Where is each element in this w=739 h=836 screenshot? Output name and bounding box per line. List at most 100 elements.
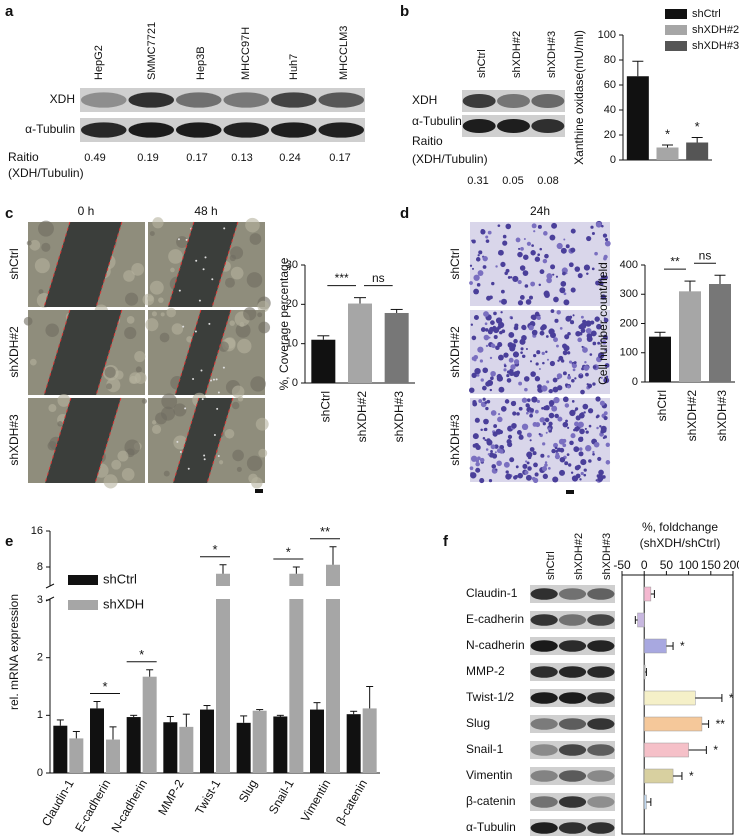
bar [53,725,68,773]
ratio-value: 0.05 [502,175,523,187]
cell-texture [161,393,178,410]
bar [216,573,230,773]
cell-texture [171,323,184,335]
stained-cell [579,373,583,376]
stained-cell [588,459,592,463]
stained-cell [547,455,550,458]
stained-cell [471,239,476,244]
stained-cell [536,315,541,321]
stained-cell [528,295,533,300]
stained-cell [507,434,513,440]
cell-texture [124,439,141,456]
stained-cell [477,346,484,353]
stained-cell [489,295,493,300]
row-label: shXDH#2 [7,326,21,378]
stained-cell [478,447,481,450]
stained-cell [553,296,559,303]
cell-texture [141,398,148,404]
stained-cell [506,378,512,383]
stained-cell [530,250,536,256]
stained-cell [482,436,486,440]
cell-texture [210,379,213,382]
cell-texture [230,266,244,280]
x-tick-label: shXDH#3 [715,390,729,442]
stained-cell [523,238,526,241]
bar [179,726,194,773]
bar [310,709,324,773]
stained-cell [512,351,520,358]
stained-cell [529,413,533,418]
row-label: MMP-2 [466,664,505,678]
blot-band [128,122,175,138]
stained-cell [575,330,581,337]
lane-label: shCtrl [545,551,557,580]
stained-cell [541,466,548,472]
stained-cell [570,287,576,293]
cell-texture [170,267,175,273]
stained-cell [586,333,593,339]
stained-cell [594,251,598,256]
stained-cell [595,280,601,286]
stained-cell [473,288,480,295]
blot-band [587,588,615,600]
stained-cell [493,311,497,316]
x-tick-label: 200 [723,558,739,572]
legend-label: shCtrl [692,8,721,20]
x-tick-label: E-cadherin [72,777,113,834]
stained-cell [546,358,549,361]
blot-band [530,822,558,834]
y-tick-label: 40 [604,104,616,116]
bar [686,142,709,160]
stained-cell [489,356,493,360]
stained-cell [520,351,523,354]
bar [273,716,288,773]
stained-cell [543,290,550,297]
stained-cell [506,439,512,445]
cell-texture [163,470,170,477]
stained-cell [580,412,584,416]
stained-cell [534,409,539,414]
x-tick-label: -50 [613,558,631,572]
blot-band [587,614,615,626]
stained-cell [604,240,611,247]
stained-cell [542,361,545,365]
stained-cell [480,327,486,332]
stained-cell [499,449,504,454]
cell-texture [194,330,197,333]
stained-cell [582,319,587,324]
stained-cell [469,466,474,471]
stained-cell [590,330,597,337]
bar [126,717,141,773]
stained-cell [571,378,575,383]
cell-texture [192,378,195,381]
blot-background [80,88,365,112]
lane-label: shXDH#3 [601,533,613,580]
stained-cell [477,270,484,276]
stained-cell [526,432,532,438]
cell-texture [151,311,157,317]
stained-cell [482,367,489,374]
y-tick-label: 2 [37,652,43,664]
cell-texture [134,351,146,363]
stained-cell [541,324,547,330]
stained-cell [537,253,541,257]
stained-cell [573,428,576,432]
stained-cell [519,265,526,271]
stained-cell [502,234,507,239]
stained-cell [563,292,567,296]
stained-cell [586,272,589,276]
stained-cell [603,317,606,320]
time-label: 0 h [78,204,95,218]
stained-cell [503,461,510,468]
lane-label: MHCC97H [240,27,252,80]
stained-cell [530,371,536,377]
stained-cell [474,417,480,423]
wound-edge [172,397,200,484]
lane-label: shXDH#3 [546,31,558,78]
stained-cell [516,412,520,416]
x-tick-label: shCtrl [319,391,333,422]
cell-texture [129,375,138,384]
cell-texture [145,318,159,332]
stained-cell [512,411,517,416]
cell-texture [218,460,224,465]
